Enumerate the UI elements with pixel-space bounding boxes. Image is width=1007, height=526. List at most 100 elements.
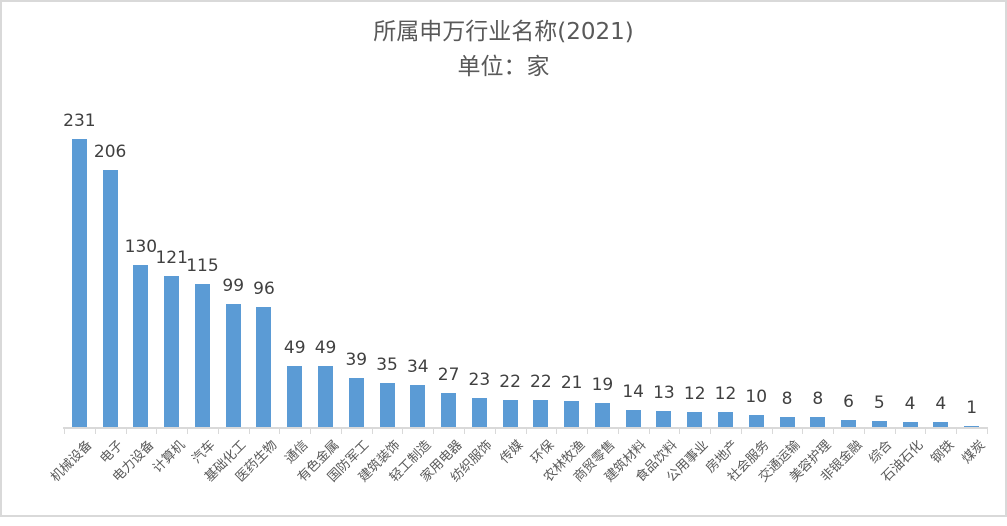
bar-value-label: 130 [124, 236, 158, 257]
bar-value-label: 10 [745, 386, 768, 407]
bar [441, 393, 457, 427]
x-axis-labels: 机械设备 电子 电力设备 计算机 汽车 基础化工 医药生物 通信 有色金属 国防军工 建筑装饰 轻工制… [48, 435, 989, 515]
axis-tick [402, 427, 404, 434]
bar [656, 410, 672, 427]
bar-value-label: 14 [622, 381, 644, 402]
axis-tick [863, 427, 865, 434]
axis-tick [894, 427, 896, 434]
bar-value-label: 206 [93, 142, 127, 163]
bar [533, 399, 549, 427]
axis-tick [187, 427, 189, 434]
axis-tick [679, 427, 681, 434]
bar [318, 365, 334, 427]
axis-tick [556, 427, 558, 434]
bar [164, 276, 180, 427]
axis-tick [925, 427, 927, 434]
axis-tick [463, 427, 465, 434]
axis-tick [156, 427, 158, 434]
bar [256, 307, 272, 427]
bar [502, 399, 518, 427]
bar-value-label: 6 [843, 391, 854, 412]
axis-tick [340, 427, 342, 434]
bar-value-label: 4 [935, 394, 947, 415]
bar-value-label: 12 [714, 384, 737, 405]
bar-value-label: 49 [283, 337, 306, 358]
bar [902, 422, 918, 427]
axis-tick [987, 427, 988, 434]
bar-value-label: 5 [873, 392, 885, 413]
bar [748, 414, 764, 427]
bar-value-label: 231 [63, 111, 96, 131]
chart-title: 所属申万行业名称(2021) [373, 19, 634, 45]
bar-value-label: 27 [437, 365, 460, 386]
axis-tick [125, 427, 127, 434]
bar [348, 378, 364, 427]
bar [133, 264, 149, 427]
bar-value-label: 8 [812, 389, 824, 410]
bar [71, 139, 87, 427]
axis-tick [279, 427, 281, 434]
bar-value-label: 21 [560, 372, 583, 393]
axis-tick [648, 427, 650, 434]
x-axis-label: 煤炭 [959, 437, 989, 467]
bar [933, 422, 949, 427]
bar-value-label: 13 [653, 382, 675, 403]
bar [871, 420, 887, 427]
bar [471, 398, 487, 427]
bar [594, 403, 610, 427]
axis-tick [587, 427, 589, 434]
axis-tick [494, 427, 496, 434]
bar-value-label: 22 [530, 371, 552, 392]
bar [102, 170, 118, 427]
axis-tick [94, 427, 96, 434]
x-axis-label: 钢铁 [928, 437, 958, 467]
chart-title-block: 所属申万行业名称(2021) 单位：家 [2, 15, 1005, 85]
bar [410, 384, 426, 427]
bar [194, 283, 210, 427]
bar-value-label: 34 [406, 356, 429, 377]
bar-value-label: 1 [966, 397, 978, 418]
x-axis-label: 传媒 [497, 437, 527, 467]
bar [687, 412, 703, 427]
bar [564, 400, 580, 427]
bar-value-label: 19 [591, 375, 614, 396]
bar-value-label: 99 [222, 275, 245, 296]
axis-tick [740, 427, 742, 434]
bar-value-label: 96 [253, 279, 275, 300]
axis-tick [217, 427, 219, 434]
axis-tick [371, 427, 373, 434]
bar [225, 303, 241, 427]
bar [841, 419, 857, 427]
axis-tick [64, 427, 65, 434]
x-axis-label: 计算机 [149, 437, 189, 477]
axis-tick [771, 427, 773, 434]
bar-value-label: 49 [314, 337, 337, 358]
chart-subtitle: 单位：家 [457, 54, 550, 80]
axis-tick [310, 427, 312, 434]
axis-tick [525, 427, 527, 434]
bar-value-label: 35 [376, 355, 398, 376]
axis-tick [833, 427, 835, 434]
bar [717, 412, 733, 427]
bar [287, 365, 303, 427]
x-axis-label: 机械设备 [48, 437, 96, 486]
axis-tick [248, 427, 250, 434]
bar-value-label: 121 [155, 248, 188, 269]
bar-value-label: 39 [345, 350, 368, 371]
bar [810, 417, 826, 427]
bar-value-label: 4 [904, 394, 916, 415]
axis-tick [433, 427, 435, 434]
bar [379, 383, 395, 427]
axis-tick [802, 427, 804, 434]
bar [964, 425, 980, 427]
bar [625, 409, 641, 427]
bar-value-label: 23 [468, 370, 491, 391]
axis-tick [617, 427, 619, 434]
bar-value-label: 115 [186, 255, 219, 276]
bar-value-label: 8 [781, 389, 793, 410]
x-axis-ticks [64, 427, 988, 434]
bar-value-label: 12 [683, 384, 706, 405]
bar [779, 417, 795, 427]
bar-value-label: 22 [499, 371, 521, 392]
